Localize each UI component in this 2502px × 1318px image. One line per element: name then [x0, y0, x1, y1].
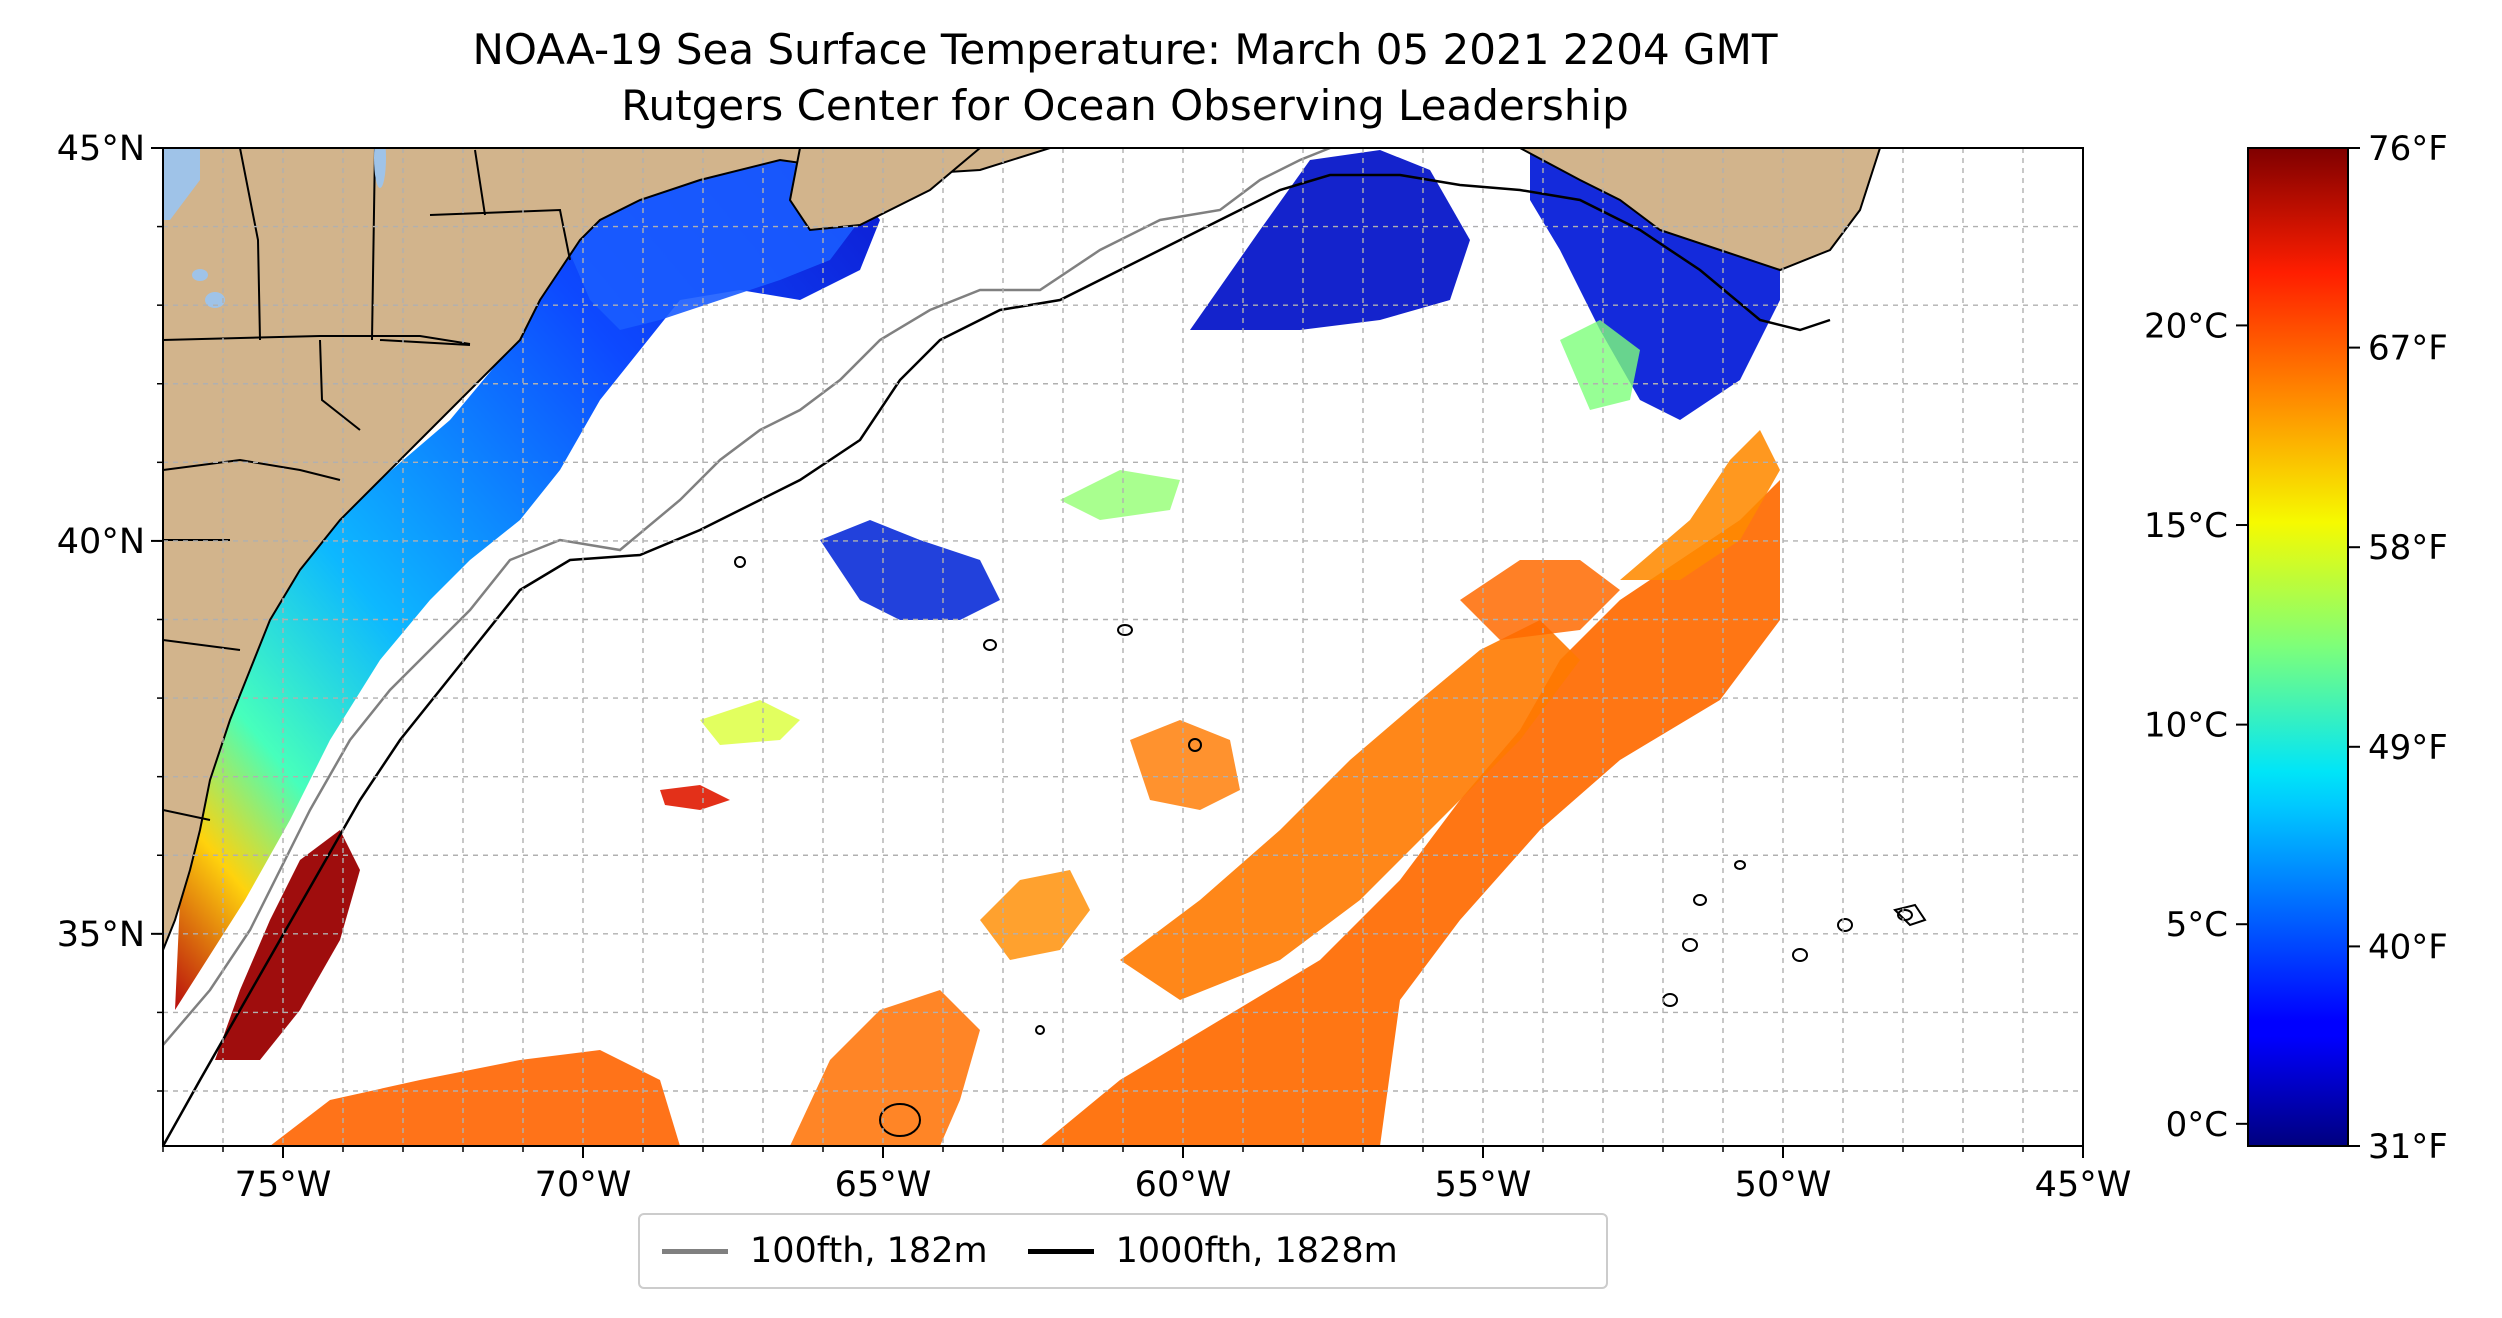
cold-patch — [820, 520, 1000, 620]
seamount-outlines — [734, 556, 1927, 1137]
lon-tick-label: 75°W — [235, 1165, 332, 1205]
lat-tick-label: 45°N — [57, 129, 145, 169]
map-axis-labels: 75°W 70°W 65°W 60°W 55°W 50°W 45°W 45°N 40°N 35°N — [57, 129, 2132, 1205]
colorbar-bar — [2247, 147, 2349, 1147]
warm-water-south — [1040, 480, 1780, 1146]
gulf-stream-warm-core — [215, 830, 360, 1060]
warm-water-central — [1120, 620, 1580, 1000]
warm-water-patch-3 — [1130, 720, 1240, 810]
cool-green-patch-3 — [1060, 470, 1180, 520]
legend-item-100fth: 100fth, 182m — [662, 1231, 988, 1271]
contour-100fth — [163, 148, 1331, 1046]
warm-water-northeast — [1620, 430, 1780, 580]
warm-water-patch-2 — [980, 870, 1090, 960]
legend-swatch-100fth — [662, 1248, 728, 1254]
colorbar-f-label: 31°F — [2368, 1127, 2448, 1167]
colorbar-c-label: 0°C — [2166, 1105, 2228, 1145]
lon-tick-label: 50°W — [1735, 1165, 1832, 1205]
legend-label-100fth: 100fth, 182m — [750, 1231, 988, 1271]
nova-scotia-land — [788, 148, 982, 232]
title-line-2: Rutgers Center for Ocean Observing Leade… — [621, 81, 1629, 130]
lon-tick-label: 60°W — [1135, 1165, 1232, 1205]
map-gridlines — [162, 147, 2084, 1146]
lat-tick-label: 35°N — [57, 915, 145, 955]
legend-label-1000fth: 1000fth, 1828m — [1115, 1231, 1398, 1271]
colorbar-f-label: 58°F — [2368, 528, 2448, 568]
lat-tick-label: 40°N — [57, 522, 145, 562]
colorbar-f-label: 67°F — [2368, 329, 2448, 369]
legend-swatch-1000fth — [1027, 1248, 1094, 1254]
title-line-1: NOAA-19 Sea Surface Temperature: March 0… — [472, 25, 1778, 74]
warm-red-patch — [660, 785, 730, 810]
warm-water-patch-4 — [1460, 560, 1620, 640]
lon-tick-label: 55°W — [1435, 1165, 1532, 1205]
lon-tick-label: 65°W — [835, 1165, 932, 1205]
lon-tick-label: 45°W — [2035, 1165, 2132, 1205]
colorbar-c-label: 5°C — [2166, 905, 2228, 945]
cool-green-patch-2 — [700, 700, 800, 745]
lon-tick-label: 70°W — [535, 1165, 632, 1205]
warm-water-southwest — [270, 1050, 680, 1146]
lakes — [163, 148, 386, 308]
legend-item-1000fth: 1000fth, 1828m — [1027, 1231, 1398, 1271]
newfoundland-land — [1519, 148, 1882, 272]
cool-green-patch-1 — [1560, 320, 1640, 410]
colorbar-c-label: 15°C — [2144, 506, 2228, 546]
map-area — [163, 148, 1927, 1146]
contour-legend: 100fth, 182m 1000fth, 1828m — [638, 1213, 1608, 1289]
colorbar-c-label: 10°C — [2144, 706, 2228, 746]
state-borders — [163, 148, 571, 821]
colorbar-f-label: 76°F — [2368, 129, 2448, 169]
warm-water-patch-1 — [790, 990, 980, 1146]
contour-1000fth — [163, 173, 1831, 1146]
northeast-cold-water — [1190, 150, 1470, 330]
chart-title: NOAA-19 Sea Surface Temperature: March 0… — [165, 22, 2085, 134]
colorbar-f-label: 49°F — [2368, 728, 2448, 768]
colorbar-labels: 76°F 67°F 58°F 49°F 40°F 31°F 20°C 15°C 10°C 5°C 0… — [2144, 129, 2448, 1167]
colorbar-c-label: 20°C — [2144, 306, 2228, 346]
colorbar-f-label: 40°F — [2368, 927, 2448, 967]
